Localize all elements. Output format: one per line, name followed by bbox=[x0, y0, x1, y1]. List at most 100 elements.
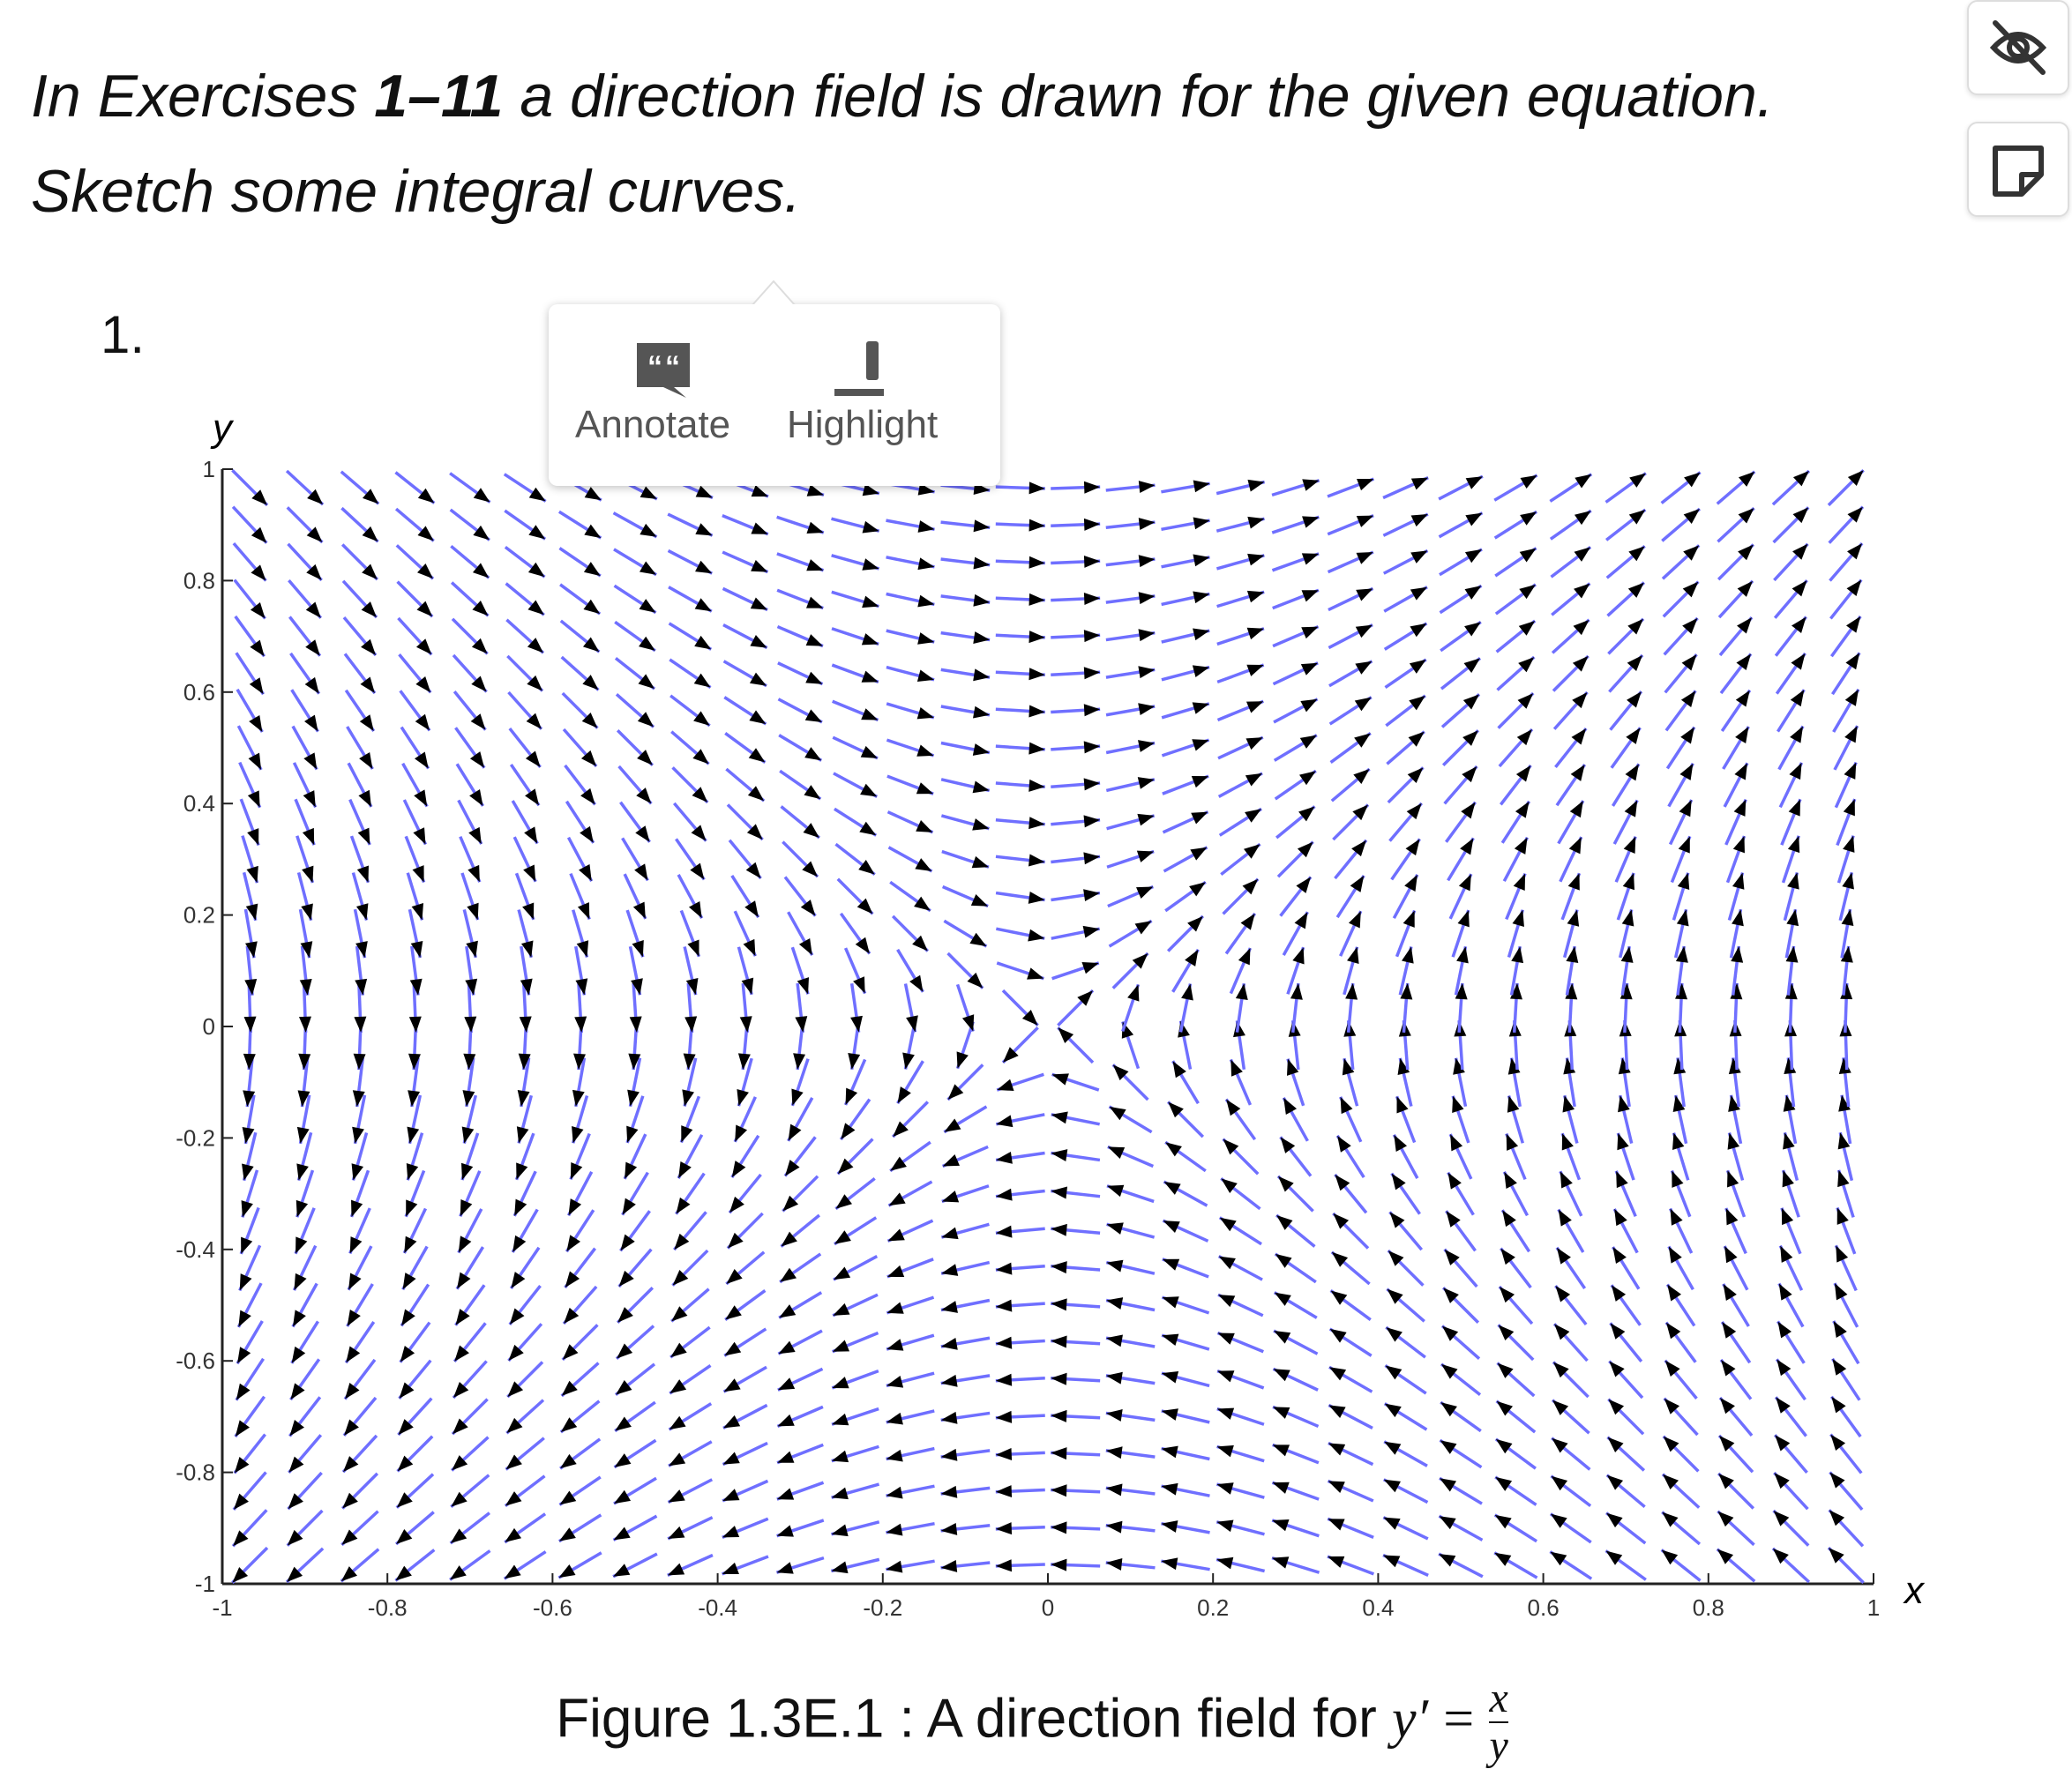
field-arrow-head bbox=[582, 637, 600, 653]
field-arrow-head bbox=[941, 1264, 959, 1276]
field-arrow-head bbox=[735, 1124, 748, 1142]
field-arrow-head bbox=[402, 1273, 416, 1290]
svg-text:“: “ bbox=[647, 350, 662, 384]
field-arrow-head bbox=[288, 1456, 304, 1473]
field-arrow-head bbox=[1107, 1146, 1126, 1159]
y-tick-label: 1 bbox=[203, 456, 215, 482]
field-arrow-head bbox=[669, 1452, 686, 1467]
field-arrow-head bbox=[351, 1199, 363, 1217]
instruction-line: In Exercises 1–11 a direction field is d… bbox=[31, 62, 1774, 131]
annotate-button[interactable]: ““ Annotate bbox=[566, 322, 752, 472]
field-arrow-head bbox=[465, 978, 478, 996]
field-arrow-head bbox=[249, 714, 263, 733]
field-arrow-head bbox=[1672, 1094, 1686, 1113]
field-arrow-head bbox=[1081, 961, 1099, 974]
field-arrow-head bbox=[858, 860, 875, 875]
field-arrow-head bbox=[1351, 840, 1366, 857]
field-arrow-head bbox=[505, 1454, 522, 1470]
field-arrow-head bbox=[890, 1156, 907, 1171]
field-arrow-head bbox=[233, 1493, 249, 1510]
field-arrow-head bbox=[1514, 837, 1528, 855]
field-arrow-head bbox=[778, 1340, 796, 1355]
field-arrow-head bbox=[1792, 543, 1808, 560]
field-arrow-head bbox=[1509, 982, 1522, 1000]
field-arrow-head bbox=[831, 1561, 849, 1574]
field-arrow-head bbox=[681, 1125, 693, 1143]
popup-pointer bbox=[752, 280, 796, 306]
field-arrow-head bbox=[527, 638, 543, 653]
field-arrow-head bbox=[1440, 1402, 1457, 1417]
field-arrow-head bbox=[1029, 481, 1045, 495]
field-arrow-head bbox=[1734, 763, 1747, 780]
field-arrow-head bbox=[243, 1090, 256, 1108]
field-arrow-head bbox=[1552, 1437, 1568, 1453]
field-arrow-head bbox=[461, 1126, 475, 1144]
field-arrow-head bbox=[1676, 909, 1689, 927]
field-arrow-head bbox=[628, 1053, 641, 1071]
field-arrow-head bbox=[1670, 1208, 1683, 1226]
notes-button[interactable] bbox=[1967, 122, 2069, 217]
field-arrow-head bbox=[1847, 506, 1863, 523]
field-arrow-head bbox=[1724, 1246, 1738, 1264]
field-arrow-head bbox=[1661, 1549, 1679, 1565]
field-arrow-head bbox=[1223, 1138, 1239, 1155]
field-arrow-head bbox=[694, 598, 712, 612]
field-arrow-head bbox=[940, 1411, 958, 1424]
highlight-button[interactable]: Highlight bbox=[787, 322, 981, 472]
field-arrow-head bbox=[1105, 1520, 1123, 1534]
field-arrow-head bbox=[1682, 617, 1698, 634]
field-arrow-head bbox=[396, 1492, 413, 1508]
field-arrow-head bbox=[1844, 726, 1858, 743]
icon bbox=[1989, 20, 2047, 75]
field-arrow-head bbox=[417, 488, 435, 504]
field-arrow-head bbox=[1738, 508, 1754, 524]
field-arrow-head bbox=[995, 1410, 1013, 1423]
field-arrow-head bbox=[739, 1016, 752, 1033]
field-arrow-head bbox=[690, 862, 705, 880]
field-arrow-head bbox=[469, 751, 485, 768]
field-arrow-head bbox=[906, 1015, 918, 1033]
field-arrow-head bbox=[417, 563, 434, 579]
field-arrow-head bbox=[1667, 1284, 1682, 1302]
field-arrow-head bbox=[247, 790, 260, 808]
field-arrow-head bbox=[1829, 1510, 1845, 1526]
field-arrow-head bbox=[972, 743, 990, 756]
field-arrow-head bbox=[779, 1304, 797, 1318]
field-arrow-head bbox=[300, 941, 313, 959]
field-arrow-head bbox=[1238, 948, 1251, 966]
field-arrow-head bbox=[1623, 836, 1636, 854]
field-arrow-head bbox=[560, 1453, 577, 1469]
field-arrow-head bbox=[1082, 925, 1100, 938]
field-arrow-head bbox=[972, 780, 990, 794]
field-arrow-head bbox=[613, 1526, 631, 1541]
field-arrow-head bbox=[1565, 982, 1578, 1000]
field-arrow-head bbox=[1029, 556, 1045, 569]
field-arrow-head bbox=[1677, 872, 1690, 891]
field-arrow-head bbox=[741, 977, 754, 995]
field-arrow-head bbox=[1785, 945, 1799, 963]
field-arrow-head bbox=[1051, 1186, 1068, 1199]
field-arrow-head bbox=[473, 525, 490, 541]
field-arrow-head bbox=[1051, 1372, 1067, 1385]
field-arrow-head bbox=[1192, 665, 1210, 677]
field-arrow-head bbox=[463, 1053, 476, 1071]
field-arrow-head bbox=[583, 562, 601, 577]
field-arrow-head bbox=[234, 1457, 250, 1474]
field-arrow-head bbox=[1845, 616, 1861, 633]
field-arrow-head bbox=[1774, 1473, 1790, 1489]
field-arrow-head bbox=[1444, 1249, 1460, 1265]
field-arrow-head bbox=[1620, 946, 1634, 963]
field-arrow-head bbox=[1618, 1095, 1630, 1113]
field-arrow-head bbox=[1723, 1283, 1737, 1302]
field-arrow-head bbox=[580, 787, 595, 805]
field-arrow-head bbox=[1462, 730, 1478, 746]
field-arrow-head bbox=[776, 1488, 795, 1500]
hide-annotations-button[interactable] bbox=[1967, 0, 2069, 95]
field-arrow-head bbox=[804, 785, 821, 800]
field-arrow-head bbox=[678, 1161, 692, 1179]
field-arrow-head bbox=[241, 1200, 253, 1218]
field-arrow-head bbox=[242, 1163, 254, 1181]
field-arrow-head bbox=[1410, 623, 1427, 638]
field-arrow-head bbox=[294, 1273, 307, 1291]
field-arrow-head bbox=[1051, 1484, 1067, 1497]
